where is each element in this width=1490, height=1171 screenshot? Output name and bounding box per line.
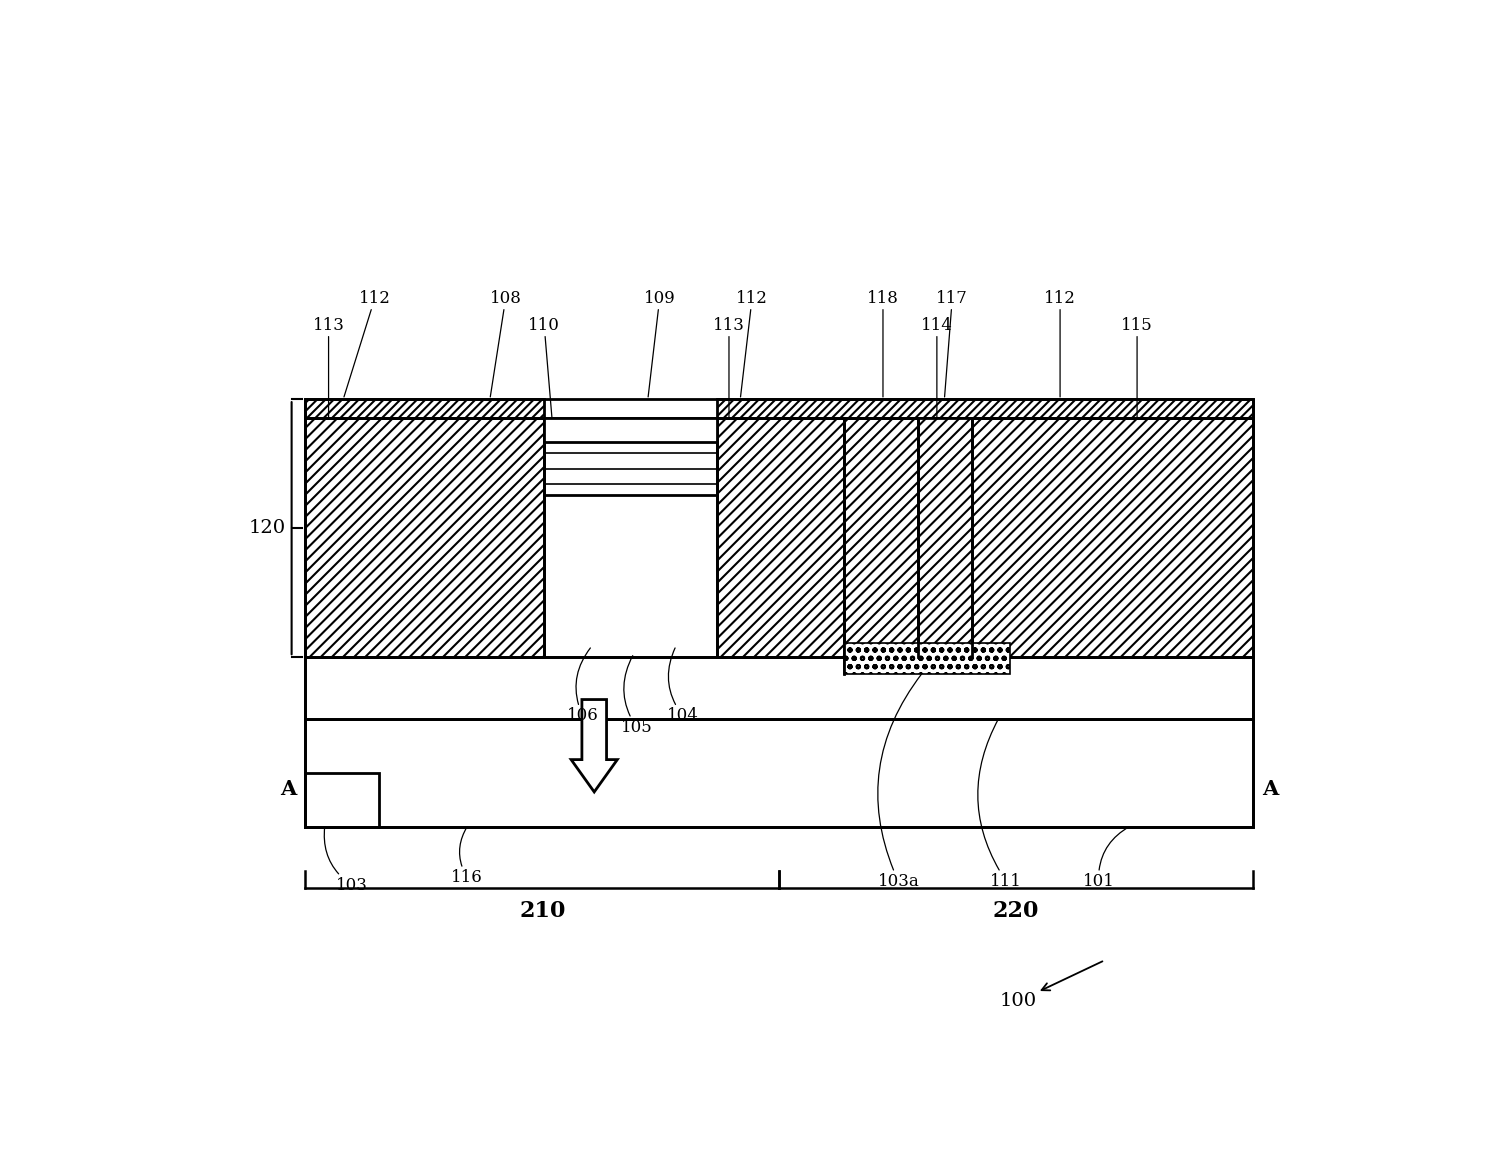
Text: 103a: 103a (878, 674, 921, 890)
Text: 104: 104 (668, 648, 699, 724)
Text: 115: 115 (1120, 317, 1153, 417)
Text: 108: 108 (490, 290, 522, 397)
Bar (305, 657, 1253, 719)
Text: 113: 113 (714, 317, 745, 417)
Bar (305, 719, 1253, 827)
Text: 117: 117 (936, 290, 968, 397)
Text: 105: 105 (621, 656, 653, 735)
Text: 118: 118 (867, 290, 898, 397)
Text: A: A (1262, 779, 1278, 799)
Text: 112: 112 (736, 290, 767, 397)
Bar (845, 418, 1253, 657)
Bar (717, 418, 845, 657)
Text: 106: 106 (566, 648, 599, 724)
Bar (918, 418, 971, 657)
Bar (717, 399, 1253, 418)
Text: 110: 110 (529, 317, 560, 417)
Bar (305, 773, 378, 827)
Text: 120: 120 (249, 519, 286, 537)
Text: 109: 109 (644, 290, 675, 397)
Bar (305, 418, 544, 657)
Bar (845, 643, 1010, 674)
Text: 116: 116 (451, 827, 483, 886)
Text: 100: 100 (1000, 961, 1103, 1011)
Text: 111: 111 (977, 719, 1022, 890)
Text: 113: 113 (313, 317, 344, 417)
Text: 114: 114 (921, 317, 952, 417)
Text: 210: 210 (519, 899, 565, 922)
Bar (544, 418, 717, 441)
Text: A: A (280, 779, 297, 799)
Bar (544, 441, 717, 495)
Bar (544, 418, 717, 461)
FancyArrow shape (571, 699, 617, 792)
Bar (305, 399, 544, 418)
Text: 103: 103 (325, 827, 368, 893)
Text: 220: 220 (992, 899, 1039, 922)
Text: 101: 101 (1083, 827, 1129, 890)
Text: 112: 112 (344, 290, 390, 397)
Text: 112: 112 (1044, 290, 1076, 397)
Bar (305, 399, 1253, 827)
